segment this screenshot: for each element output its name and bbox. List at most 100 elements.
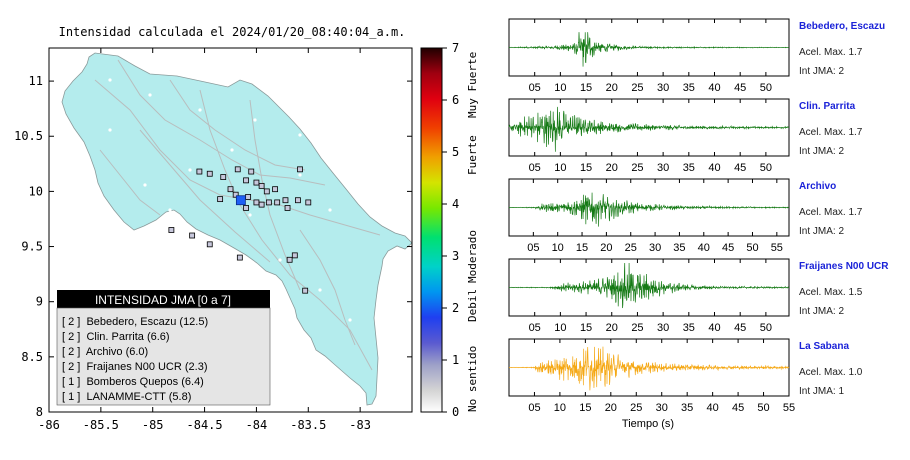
station-marker [258, 201, 265, 208]
seismogram-x-tick-label: 20 [600, 242, 612, 254]
seismogram-x-tick-label: 30 [657, 162, 669, 174]
town-dot [168, 208, 172, 212]
station-marker [168, 227, 175, 233]
seismogram-x-tick-label: 45 [722, 242, 734, 254]
map-panel: -86 -85.5 -85 -84.5 -84 -83.5 -83 11 10.5 10 9.5 9… [14, 47, 413, 432]
colorbar-gradient [420, 47, 443, 413]
seismogram-x-tick-label: 40 [708, 162, 720, 174]
map-y-tick-label: 9.5 [21, 240, 43, 254]
town-dot [143, 183, 147, 187]
map-y-tick-label: 10 [29, 184, 43, 198]
max-acceleration: Acel. Max. 1.7 [799, 47, 863, 58]
intensity-legend: INTENSIDAD JMA [0 a 7] [ 2 ] Bebedero, E… [56, 290, 271, 406]
seismogram-x-tick-label: 15 [576, 242, 588, 254]
map-y-axis: 11 10.5 10 9.5 9 8.5 8 [14, 74, 412, 419]
colorbar-tick-label: 4 [452, 197, 459, 211]
seismogram-panel: 05 10 15 20 25 30 35 40 45 50 Bebedero, Escazu Acel… [508, 18, 885, 94]
seismogram-x-tick-label: 10 [554, 322, 566, 334]
station-marker [253, 199, 260, 206]
legend-body-bg [56, 307, 271, 406]
seismogram-x-tick-label: 20 [606, 322, 618, 334]
town-dot [348, 318, 352, 322]
town-dot [248, 213, 252, 217]
town-dot [230, 148, 234, 152]
colorbar-ticks: 0 1 2 3 4 5 6 7 [442, 41, 459, 419]
seismogram-x-tick-label: 15 [580, 82, 592, 94]
seismogram-x-tick-label: 55 [771, 242, 783, 254]
map-y-tick-label: 10.5 [14, 129, 43, 143]
seismogram-x-tick-label: 30 [649, 242, 661, 254]
map-x-tick-label: -84.5 [187, 418, 223, 432]
seismogram-x-tick-label: 20 [606, 162, 618, 174]
seismogram-trace [508, 262, 790, 309]
station-marker [291, 252, 298, 259]
legend-item: [ 2 ] Fraijanes N00 UCR (2.3) [62, 361, 208, 373]
seismogram-x-tick-label: 05 [529, 162, 541, 174]
seismogram-x-tick-label: 30 [657, 82, 669, 94]
max-acceleration: Acel. Max. 1.5 [799, 287, 863, 298]
seismogram-x-tick-label: 25 [625, 242, 637, 254]
seismogram-x-tick-label: 10 [552, 242, 564, 254]
seismogram-x-tick-label: 05 [527, 242, 539, 254]
town-dot [108, 128, 112, 132]
town-dot [318, 288, 322, 292]
map-x-tick-label: -86 [38, 418, 60, 432]
legend-item: [ 1 ] Bomberos Quepos (6.4) [62, 376, 204, 388]
map-title: Intensidad calculada el 2024/01/20_08:40… [59, 25, 406, 39]
jma-intensity: Int JMA: 2 [799, 226, 844, 237]
jma-intensity: Int JMA: 2 [799, 66, 844, 77]
seismogram-x-tick-label: 25 [631, 82, 643, 94]
seismogram-x-tick-label: 45 [734, 162, 746, 174]
station-name: Archivo [799, 181, 836, 192]
colorbar-band-label: Moderado [466, 230, 479, 283]
seismogram-x-tick-label: 35 [683, 162, 695, 174]
station-marker [206, 241, 213, 248]
jma-intensity: Int JMA: 2 [799, 146, 844, 157]
seismogram-panel: 05 10 15 20 25 30 35 40 45 50 Fraijanes N00 UCR Ace… [508, 258, 889, 334]
seismogram-x-tick-label: 15 [580, 322, 592, 334]
station-marker [305, 199, 312, 206]
seismogram-trace [508, 192, 790, 227]
town-dot [298, 173, 302, 177]
map-towns [108, 78, 352, 322]
seismogram-panel: 05 10 15 20 25 30 35 40 45 50 55 La Sabana Acel. Max… [508, 338, 863, 414]
legend-header-bg [57, 290, 270, 308]
seismogram-x-tick-label: 45 [732, 402, 744, 414]
station-marker [286, 256, 293, 263]
station-name: Bebedero, Escazu [799, 21, 885, 32]
seismogram-trace [508, 346, 790, 391]
seismogram-x-tick-label: 05 [529, 322, 541, 334]
station-marker [272, 186, 278, 193]
station-marker [274, 199, 281, 206]
seismogram-x-tick-label: 50 [760, 322, 772, 334]
seismogram-x-tick-label: 40 [698, 242, 710, 254]
station-marker [253, 179, 260, 186]
seismogram-x-tick-label: 50 [760, 82, 772, 94]
legend-item: [ 1 ] LANAMME-CTT (5.8) [62, 391, 191, 403]
legend-item: [ 2 ] Archivo (6.0) [62, 346, 148, 358]
seismogram-panels: 05 10 15 20 25 30 35 40 45 50 Bebedero, Escazu Acel… [508, 18, 889, 414]
map-x-axis: -86 -85.5 -85 -84.5 -84 -83.5 -83 [38, 48, 371, 432]
station-name: La Sabana [799, 341, 849, 352]
town-dot [108, 78, 112, 82]
station-marker [243, 205, 249, 211]
map-y-tick-label: 11 [29, 74, 43, 88]
legend-item: [ 2 ] Bebedero, Escazu (12.5) [62, 316, 208, 328]
station-marker [243, 177, 249, 184]
town-dot [278, 258, 282, 262]
station-marker [265, 199, 272, 206]
seismogram-x-tick-label: 35 [683, 82, 695, 94]
seismogram-x-tick-label: 20 [605, 402, 617, 414]
station-marker [258, 182, 265, 189]
colorbar-tick-label: 0 [452, 405, 459, 419]
colorbar-band-label: No sentido [466, 346, 479, 412]
map-x-tick-label: -83 [349, 418, 371, 432]
seismogram-x-tick-label: 40 [708, 82, 720, 94]
station-marker [189, 232, 196, 239]
seismogram-x-tick-label: 45 [734, 322, 746, 334]
station-marker [297, 166, 303, 173]
colorbar-tick-label: 6 [452, 93, 459, 107]
seismogram-x-tick-label: 25 [630, 402, 642, 414]
station-marker [196, 168, 203, 175]
